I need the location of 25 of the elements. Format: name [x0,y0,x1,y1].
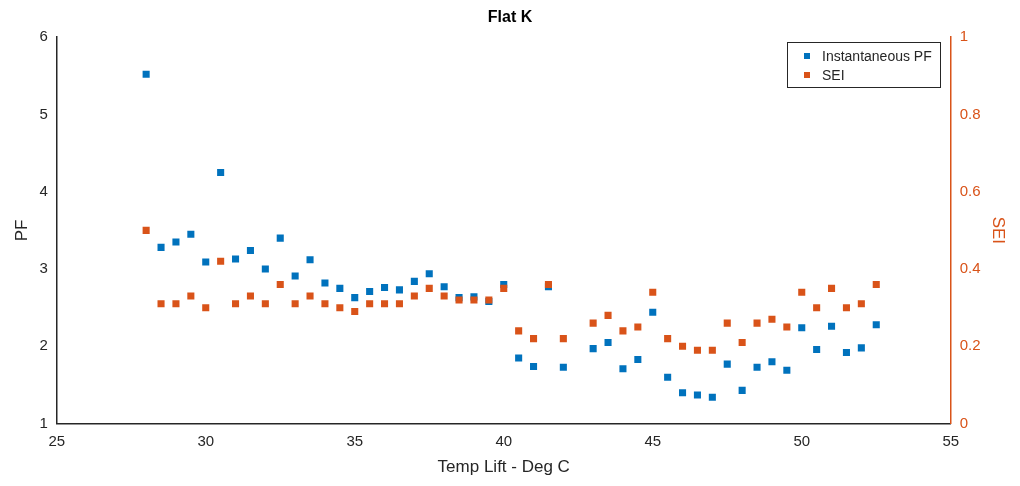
x-axis-title: Temp Lift - Deg C [437,457,570,477]
y2-axis-title: SEI [989,216,1009,245]
x-tick-label: 30 [197,431,215,449]
y-tick-label: 6 [39,27,48,45]
y-tick-label: 4 [39,181,48,199]
y2-tick-label: 0.2 [959,336,981,354]
y-axis-title: PF [11,219,31,242]
y-tick-label: 2 [39,336,48,354]
x-tick-label: 45 [644,431,662,449]
y2-tick-label: 0.8 [959,104,981,122]
x-tick-label: 35 [346,431,364,449]
x-tick-label: 55 [942,431,960,449]
x-tick-label: 40 [495,431,513,449]
x-tick-label: 25 [48,431,66,449]
y-tick-label: 5 [39,104,48,122]
legend-label: Instantaneous PF [822,47,932,64]
y2-tick-label: 0.4 [959,259,981,277]
y-tick-label: 3 [39,259,48,277]
chart-title: Flat K [487,8,533,26]
legend-label: SEI [822,66,845,83]
y2-tick-label: 1 [959,27,969,45]
x-tick-label: 50 [793,431,811,449]
y2-tick-label: 0.6 [959,181,981,199]
y2-tick-label: 0 [959,413,969,431]
y-tick-label: 1 [39,413,48,431]
